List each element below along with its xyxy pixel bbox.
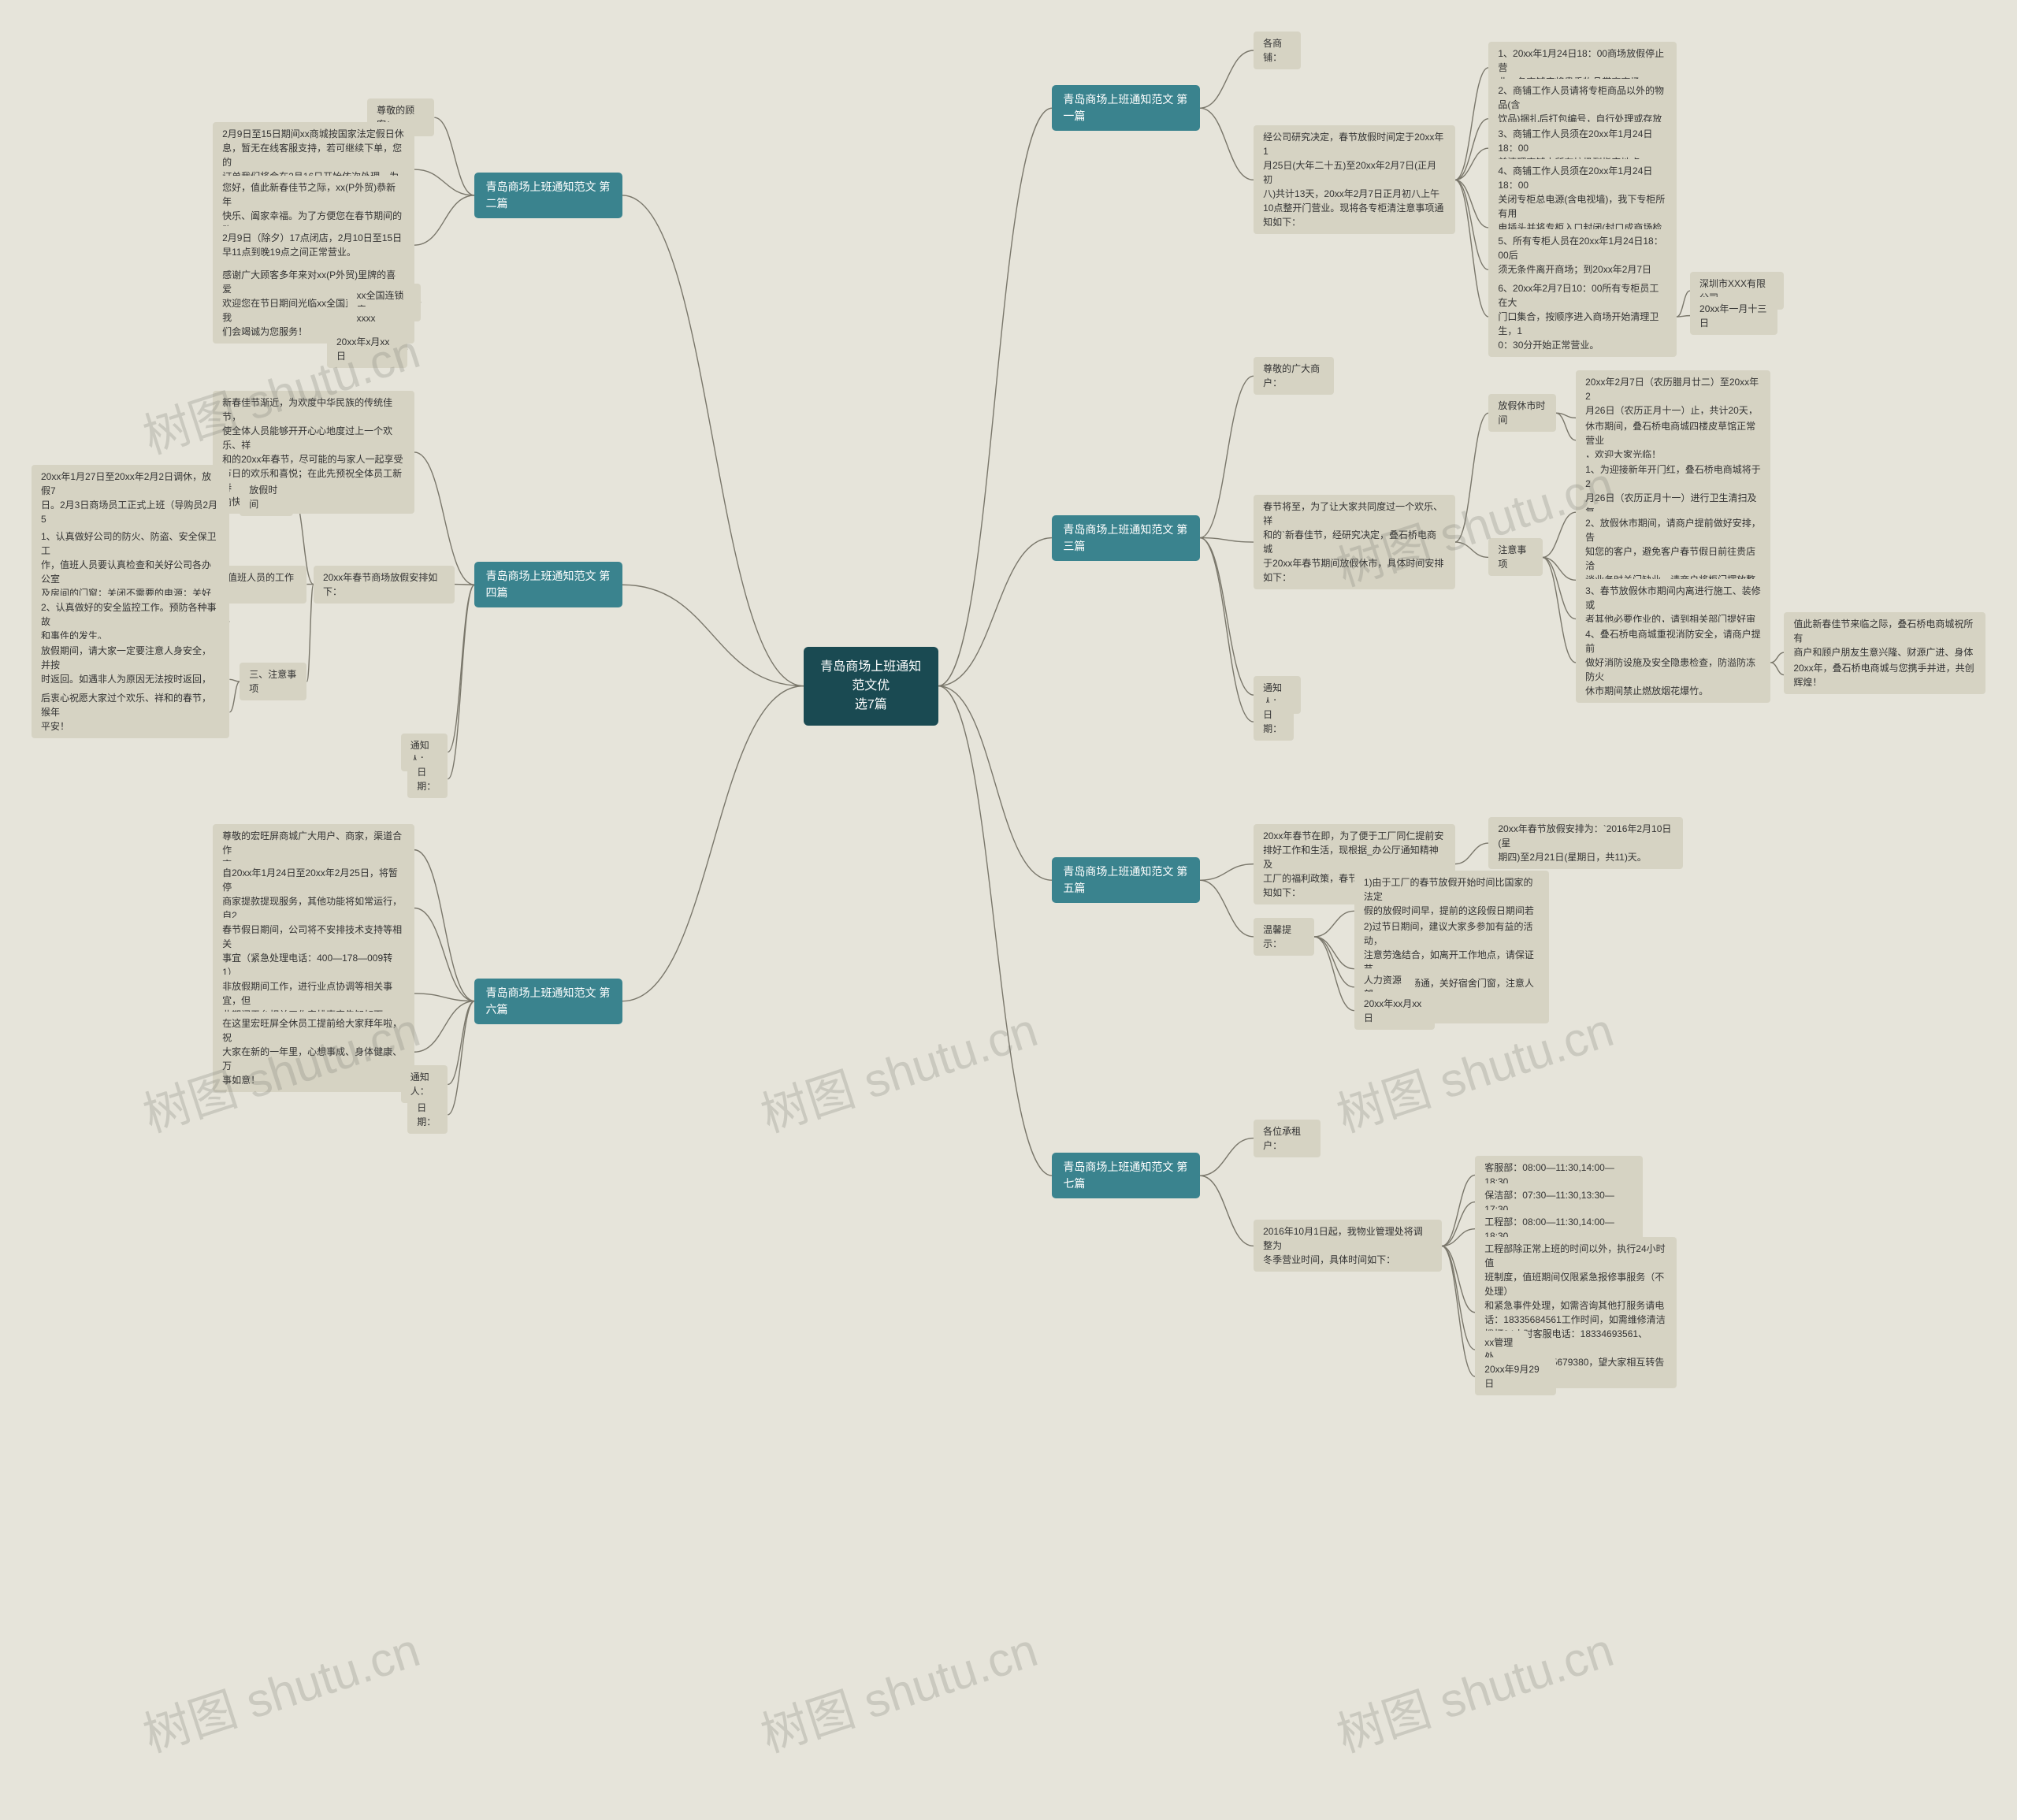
branch-node: 青岛商场上班通知范文 第四篇 (474, 562, 622, 607)
leaf-node: 20xx年x月xx日 (327, 330, 407, 368)
leaf-node: 三、注意事项 (240, 663, 306, 700)
leaf-node: 经公司研究决定，春节放假时间定于20xx年1 月25日(大年二十五)至20xx年… (1254, 125, 1455, 234)
leaf-node: 日期： (407, 1096, 448, 1134)
leaf-node: 放假时间 (240, 478, 293, 516)
leaf-node: 日期： (407, 760, 448, 798)
branch-node: 青岛商场上班通知范文 第三篇 (1052, 515, 1199, 561)
branch-node: 青岛商场上班通知范文 第五篇 (1052, 857, 1199, 903)
leaf-node: 20xx年一月十三日 (1690, 297, 1777, 335)
watermark: 树图 shutu.cn (134, 1612, 428, 1766)
leaf-node: xxxx (347, 306, 388, 330)
leaf-node: 后衷心祝愿大家过个欢乐、祥和的春节，猴年 平安！ (32, 686, 229, 738)
watermark: 树图 shutu.cn (751, 1612, 1045, 1766)
branch-node: 青岛商场上班通知范文 第一篇 (1052, 85, 1199, 131)
leaf-node: 温馨提示： (1254, 918, 1314, 956)
leaf-node: 4、叠石桥电商城重视消防安全，请商户提前 做好消防设施及安全隐患检查，防溢防冻防… (1576, 622, 1770, 703)
leaf-node: 6、20xx年2月7日10：00所有专柜员工在大 门口集合，按顺序进入商场开始清… (1488, 277, 1677, 357)
leaf-node: 20xx年春节商场放假安排如下： (314, 566, 455, 604)
branch-node: 青岛商场上班通知范文 第七篇 (1052, 1153, 1199, 1198)
leaf-node: 各商铺： (1254, 32, 1301, 69)
leaf-node: 20xx年春节放假安排为：`2016年2月10日(星 期四)至2月21日(星期日… (1488, 817, 1683, 869)
leaf-node: 尊敬的广大商户： (1254, 357, 1334, 395)
leaf-node: 20xx年9月29日 (1475, 1358, 1555, 1395)
leaf-node: 注意事项 (1488, 538, 1542, 576)
leaf-node: 日期： (1254, 703, 1294, 741)
leaf-node: 20xx年xx月xx日 (1354, 992, 1435, 1030)
leaf-node: 各位承租户： (1254, 1120, 1321, 1157)
branch-node: 青岛商场上班通知范文 第二篇 (474, 173, 622, 218)
branch-node: 青岛商场上班通知范文 第六篇 (474, 979, 622, 1024)
leaf-node: 20xx年，叠石桥电商城与您携手并进，共创 辉煌！ (1784, 656, 1985, 694)
watermark: 树图 shutu.cn (1328, 1612, 1621, 1766)
leaf-node: 2016年10月1日起，我物业管理处将调整为 冬季营业时间，具体时间如下： (1254, 1220, 1442, 1272)
leaf-node: 在这里宏旺屏全休员工提前给大家拜年啦，祝 大家在新的一年里，心想事成、身体健康、… (213, 1012, 414, 1092)
leaf-node: 2月9日（除夕）17点闭店，2月10日至15日 早11点到晚19点之间正常营业。 (213, 226, 414, 264)
leaf-node: 春节将至，为了让大家共同度过一个欢乐、祥 和的`新春佳节，经研究决定，叠石桥电商… (1254, 495, 1455, 589)
root-node: 青岛商场上班通知范文优 选7篇 (804, 647, 938, 726)
leaf-node: 放假休市时间 (1488, 394, 1555, 432)
watermark: 树图 shutu.cn (751, 991, 1045, 1145)
